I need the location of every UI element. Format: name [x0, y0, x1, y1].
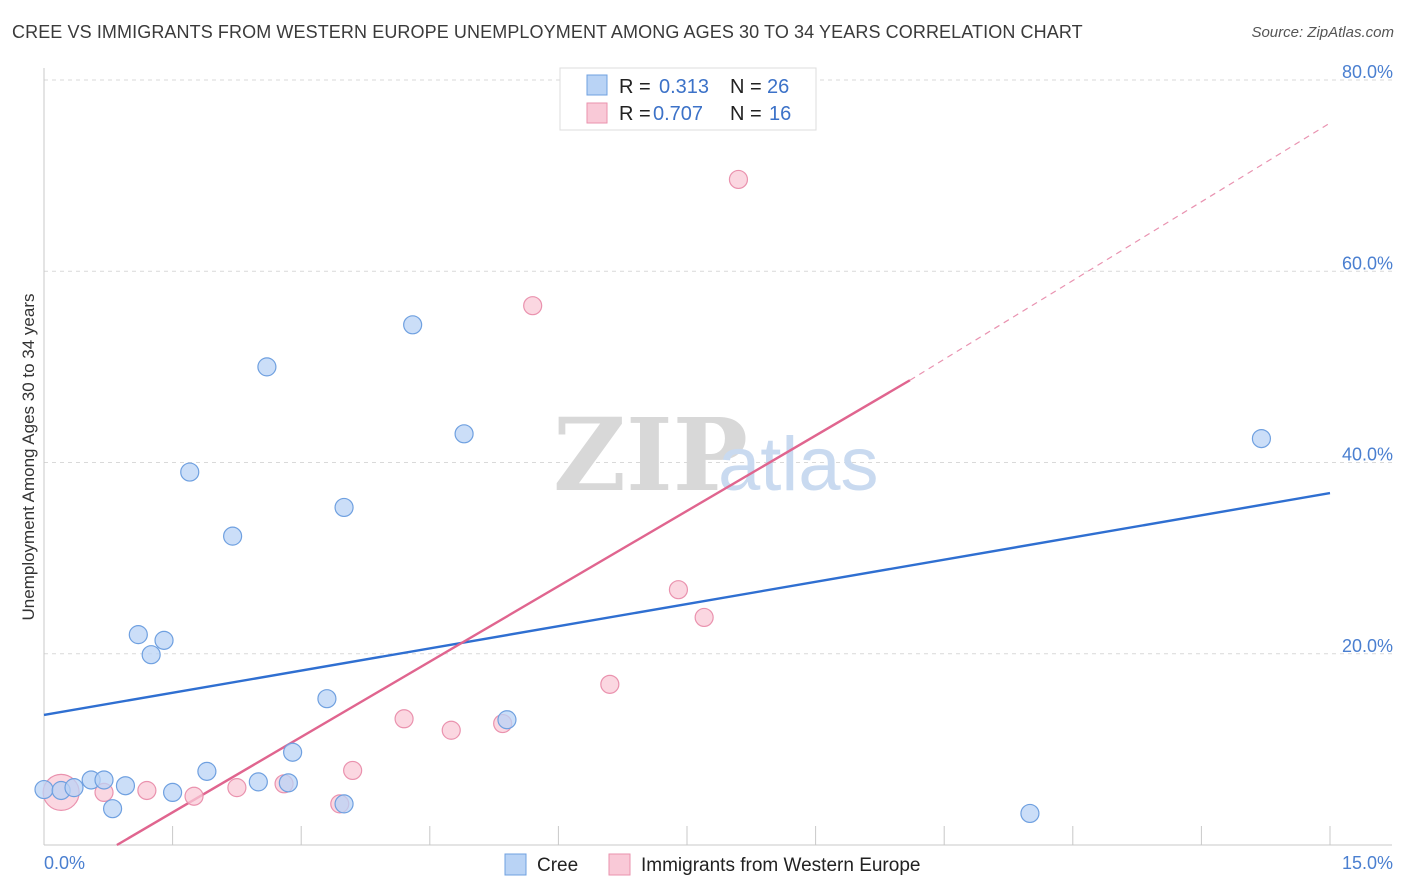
bottom-legend-label-immigrants: Immigrants from Western Europe [641, 855, 920, 876]
point-immigrants [694, 607, 714, 628]
legend-n-label-immigrants: N = [730, 103, 762, 125]
legend-n-value-cree: 26 [767, 76, 789, 98]
point-immigrants [343, 760, 363, 781]
point-immigrants [394, 709, 414, 729]
legend-r-value-immigrants: 0.707 [653, 103, 703, 125]
point-cree [64, 778, 84, 798]
bottom-legend-label-cree: Cree [537, 855, 578, 876]
point-immigrants [184, 786, 204, 806]
point-cree [34, 779, 54, 800]
x-tick-label-min: 0.0% [44, 853, 85, 873]
bottom-legend-swatch-cree [504, 853, 527, 876]
point-cree [223, 526, 243, 546]
point-cree [94, 770, 114, 790]
point-cree [278, 773, 298, 793]
point-cree [334, 794, 354, 814]
source-label: Source: ZipAtlas.com [1251, 24, 1394, 41]
point-cree [180, 462, 200, 482]
point-cree [317, 689, 337, 709]
point-cree [334, 497, 354, 518]
point-immigrants [523, 296, 543, 316]
x-tick-label-max: 15.0% [1342, 853, 1393, 873]
trend-lines [43, 122, 1331, 847]
y-tick-label: 20.0% [1342, 636, 1393, 656]
y-tick-label: 40.0% [1342, 445, 1393, 465]
y-tick-label: 80.0% [1342, 62, 1393, 82]
bottom-legend-swatch-immigrants [608, 853, 631, 876]
point-immigrants [600, 674, 620, 694]
point-cree [115, 776, 136, 796]
point-cree [102, 799, 123, 819]
legend-r-label-immigrants: R = [619, 103, 651, 125]
top-legend: R = 0.313 N = 26 R = 0.707 N = 16 [559, 67, 817, 131]
point-immigrants [668, 580, 689, 600]
legend-swatch-cree [586, 74, 608, 96]
point-cree [141, 645, 161, 665]
point-immigrants [441, 720, 461, 740]
point-cree [497, 710, 517, 730]
point-cree [248, 772, 268, 792]
point-immigrants [227, 778, 247, 798]
legend-n-value-immigrants: 16 [769, 103, 791, 125]
point-cree [163, 782, 183, 803]
point-cree [197, 761, 217, 781]
trend-line-cree [43, 491, 1331, 717]
point-immigrants [137, 780, 157, 801]
legend-r-label-cree: R = [619, 76, 651, 98]
chart-title: CREE VS IMMIGRANTS FROM WESTERN EUROPE U… [12, 22, 1083, 42]
y-axis-label: Unemployment Among Ages 30 to 34 years [19, 294, 38, 621]
grid-lines [44, 79, 1392, 655]
point-cree [257, 357, 277, 377]
legend-swatch-immigrants [586, 102, 608, 124]
point-cree [454, 424, 474, 444]
trend-line-immigrants-extension [909, 122, 1331, 381]
axes [43, 68, 1392, 846]
legend-r-value-cree: 0.313 [659, 76, 709, 98]
x-ticks [172, 826, 1331, 845]
point-cree [1251, 428, 1272, 449]
data-points [34, 169, 1272, 824]
point-cree [1020, 803, 1040, 824]
y-tick-label: 60.0% [1342, 253, 1393, 273]
trend-line-immigrants [116, 379, 911, 847]
bottom-legend: Cree Immigrants from Western Europe [504, 853, 920, 876]
point-immigrants [728, 169, 749, 190]
point-cree [403, 315, 423, 335]
point-cree [128, 625, 148, 645]
point-cree [154, 630, 174, 650]
y-tick-labels: 20.0% 40.0% 60.0% 80.0% [1342, 62, 1393, 656]
point-cree [283, 742, 303, 762]
watermark-atlas: atlas [718, 422, 879, 507]
legend-n-label-cree: N = [730, 76, 762, 98]
